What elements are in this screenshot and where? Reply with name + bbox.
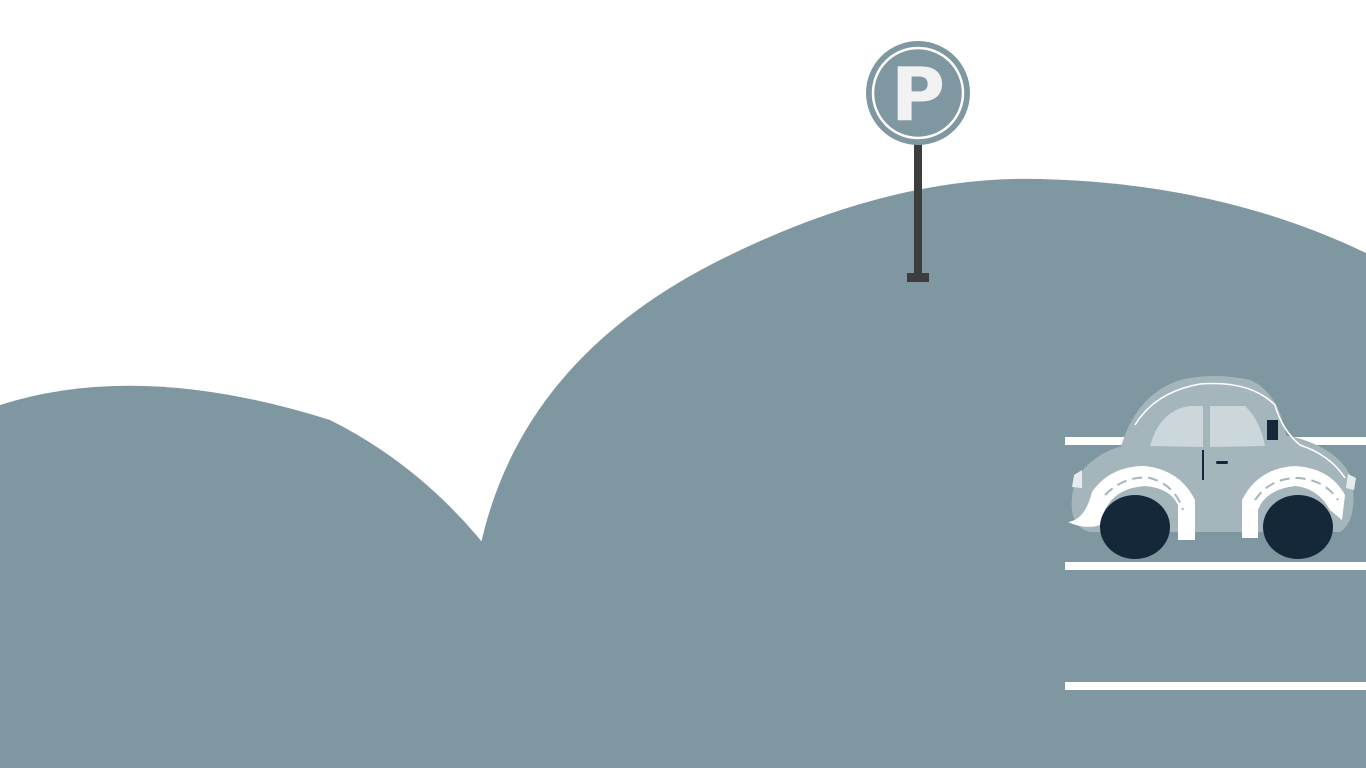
car-door-handle [1216, 461, 1228, 464]
car-tail-light [1072, 470, 1082, 488]
car-head-light [1346, 474, 1356, 490]
car-rear-fender-dash [1104, 476, 1184, 511]
sign-letter: P [891, 52, 945, 138]
car-icon [1068, 376, 1356, 559]
sign-face [866, 41, 970, 145]
car-front-tire [1263, 495, 1333, 559]
sign-ring [871, 46, 965, 140]
car-rear-window [1210, 406, 1265, 447]
car-roof-highlight [1134, 382, 1346, 479]
right-hill [470, 178, 1366, 768]
sign-base [907, 273, 929, 282]
left-hill [0, 385, 500, 768]
car-mirror [1267, 420, 1278, 440]
lane-line-middle [1065, 562, 1366, 570]
car-rear-tire [1100, 495, 1170, 559]
car-front-fender-dash [1254, 476, 1339, 501]
parking-sign-icon: P [866, 41, 970, 282]
car-front-window [1150, 406, 1203, 447]
sign-pole [914, 140, 922, 278]
lane-line-bottom [1065, 682, 1366, 690]
